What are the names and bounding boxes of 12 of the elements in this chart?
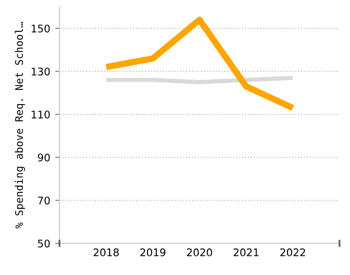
y-axis-title: % Spending above Req. Net School… [14,22,26,228]
y-tick-label: 70 [38,196,50,204]
y-tick-label: 130 [32,68,50,76]
y-tick-label: 90 [38,154,50,162]
x-tick-label: 2018 [94,248,119,256]
y-tick-label: 150 [32,24,50,32]
x-tick-label: 2019 [140,248,166,256]
x-tick-label: 2022 [280,248,306,256]
y-tick-label: 50 [38,240,50,248]
x-tick-label: 2020 [187,248,212,256]
y-tick-label: 110 [32,110,50,118]
x-tick-label: 2021 [234,248,258,256]
